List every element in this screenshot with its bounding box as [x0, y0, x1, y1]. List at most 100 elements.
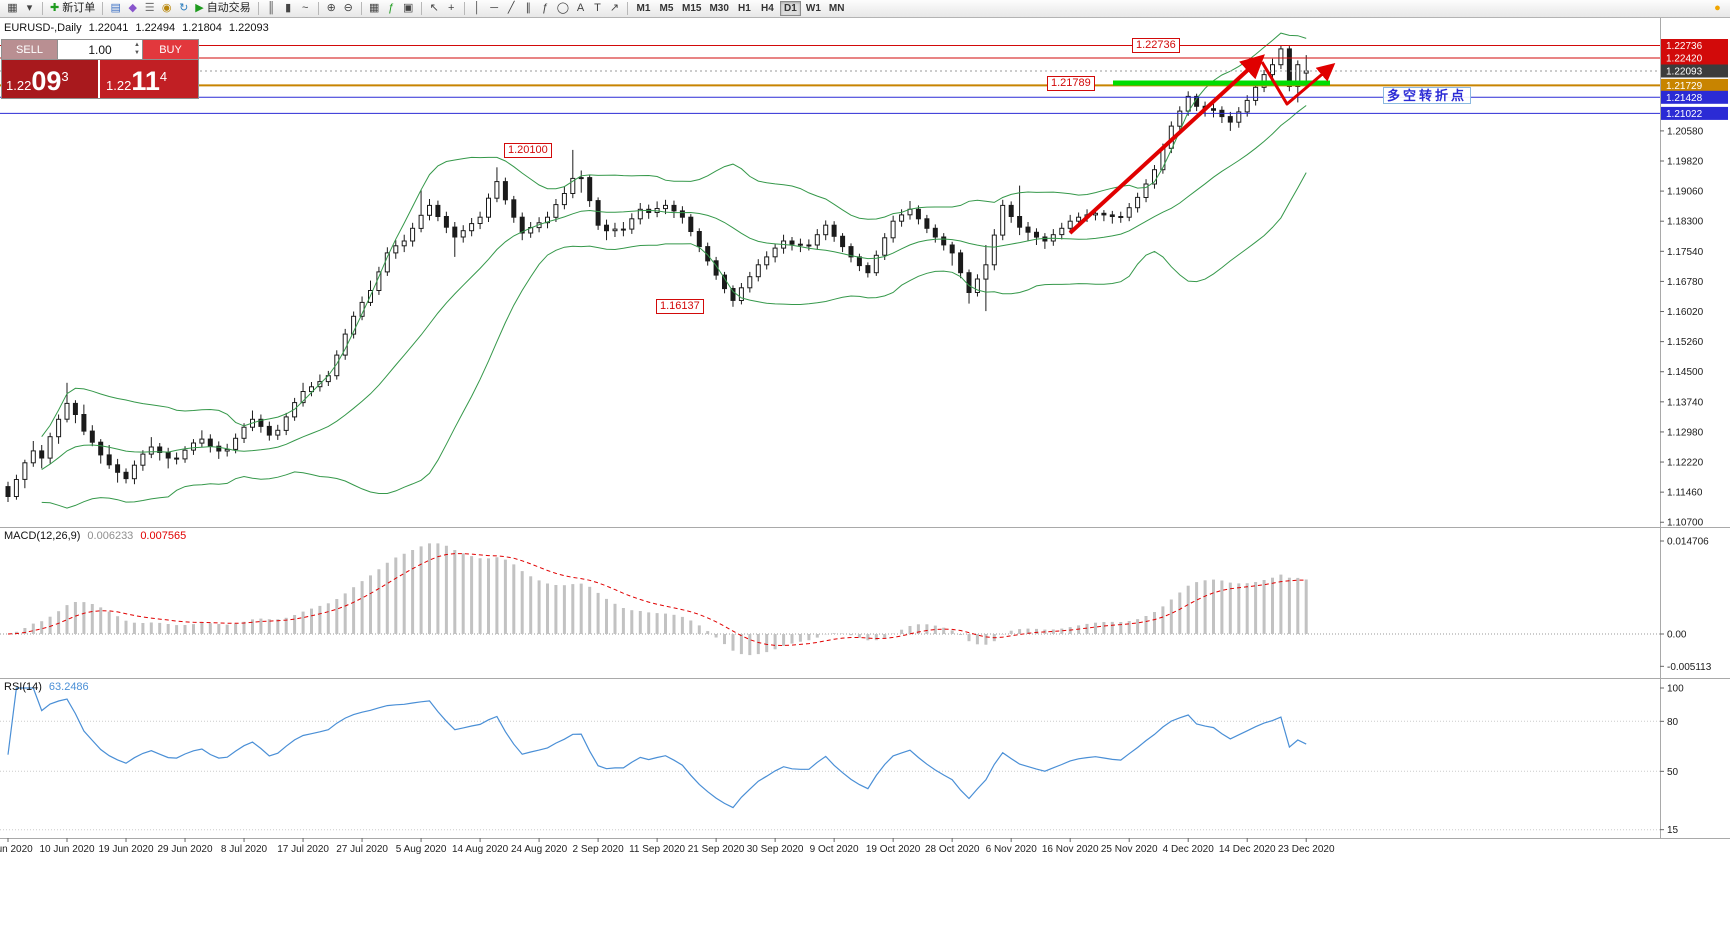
new-order-button[interactable]: ✚ 新订单	[47, 1, 98, 17]
terminal-icon: ◉	[161, 2, 172, 14]
timeframe-m30-button[interactable]: M30	[706, 1, 731, 16]
indicators-button[interactable]: ƒ	[383, 1, 400, 17]
rsi-scale-label: 80	[1667, 717, 1679, 728]
shapes-button[interactable]: ◯	[554, 1, 572, 17]
volume-value: 1.00	[88, 42, 112, 57]
timeframe-m15-button[interactable]: M15	[679, 1, 704, 16]
timeframe-m5-button[interactable]: M5	[656, 1, 677, 16]
price-annotation[interactable]: 1.21789	[1047, 76, 1095, 91]
cursor-button[interactable]: ↖	[426, 1, 443, 17]
profiles-icon: ▾	[26, 2, 33, 14]
profiles-button[interactable]: ▾	[21, 1, 38, 17]
price-tick-label: 1.13740	[1667, 397, 1704, 408]
fibonacci-button[interactable]: ƒ	[537, 1, 554, 17]
spinner-up-icon[interactable]: ▲	[134, 42, 140, 48]
timeframe-h4-button[interactable]: H4	[757, 1, 778, 16]
trend-arrow-rally[interactable]	[1068, 54, 1265, 235]
templates-button[interactable]: ▣	[400, 1, 417, 17]
data-window-button[interactable]: ◆	[124, 1, 141, 17]
price-line-label-box	[1661, 90, 1728, 104]
line-chart-icon: ~	[301, 2, 309, 14]
line-chart-button[interactable]: ~	[297, 1, 314, 17]
one-click-trading-panel: SELL 1.00 ▲ ▼ BUY 1.22 09 3 1.22 11 4	[1, 39, 199, 99]
date-label: 14 Dec 2020	[1219, 844, 1276, 855]
timeframe-h1-button[interactable]: H1	[734, 1, 755, 16]
sell-price-button[interactable]: 1.22 09 3	[2, 60, 98, 98]
price-tick-label: 1.10700	[1667, 518, 1704, 529]
sell-button[interactable]: SELL	[2, 40, 58, 59]
navigator-button[interactable]: ☰	[141, 1, 158, 17]
date-label: 16 Nov 2020	[1042, 844, 1099, 855]
spinner-down-icon[interactable]: ▼	[134, 50, 140, 56]
buy-price-sup: 4	[159, 69, 168, 84]
timeframe-w1-button[interactable]: W1	[803, 1, 824, 16]
bar-chart-button[interactable]: ║	[263, 1, 280, 17]
vertical-line-button[interactable]: │	[469, 1, 486, 17]
trendline-icon: ╱	[507, 2, 515, 14]
price-tick-label: 1.11460	[1667, 488, 1703, 499]
bar-open-value: 1.22041	[88, 22, 129, 34]
toolbar-separator	[360, 2, 362, 15]
auto-trading-button[interactable]: ▶ 自动交易	[192, 1, 253, 17]
price-tick-label: 1.19820	[1667, 157, 1704, 168]
zoom-in-button[interactable]: ⊕	[323, 1, 340, 17]
volume-field[interactable]: 1.00 ▲ ▼	[58, 40, 142, 59]
trendline-button[interactable]: ╱	[503, 1, 520, 17]
date-label: 29 Jun 2020	[157, 844, 212, 855]
bar-close-value: 1.22093	[228, 22, 269, 34]
text-button[interactable]: A	[572, 1, 589, 17]
volume-spinner[interactable]: ▲ ▼	[134, 41, 140, 57]
bollinger-lower-band	[41, 172, 1307, 509]
zoom-out-button[interactable]: ⊖	[340, 1, 357, 17]
date-label: 4 Dec 2020	[1163, 844, 1215, 855]
arrows-button[interactable]: ↗	[606, 1, 623, 17]
label-button[interactable]: T	[589, 1, 606, 17]
trend-arrow-pullback[interactable]	[1260, 61, 1336, 106]
rsi-scale-label: 50	[1667, 767, 1679, 778]
date-label: 30 Sep 2020	[747, 844, 804, 855]
price-tick-label: 1.16780	[1667, 277, 1704, 288]
strategy-tester-icon: ↻	[179, 2, 189, 14]
market-watch-button[interactable]: ▤	[107, 1, 124, 17]
terminal-button[interactable]: ◉	[158, 1, 175, 17]
strategy-tester-button[interactable]: ↻	[175, 1, 192, 17]
rsi-scale-label: 100	[1667, 684, 1684, 695]
date-label: 19 Oct 2020	[866, 844, 921, 855]
vertical-line-icon: │	[473, 2, 481, 14]
crosshair-button[interactable]: +	[443, 1, 460, 17]
price-tick-label: 1.17540	[1667, 247, 1704, 258]
date-label: 25 Nov 2020	[1101, 844, 1158, 855]
symbol-header: EURUSD-,Daily 1.22041 1.22494 1.21804 1.…	[4, 22, 269, 34]
candlestick-chart-button[interactable]: ▮	[280, 1, 297, 17]
timeframe-m1-button[interactable]: M1	[633, 1, 654, 16]
new-chart-button[interactable]: ▦	[4, 1, 21, 17]
price-annotation[interactable]: 1.22736	[1132, 38, 1180, 53]
date-label: 6 Nov 2020	[986, 844, 1038, 855]
rsi-scale-label: 15	[1667, 825, 1679, 836]
price-tick-label: 1.20580	[1667, 126, 1704, 137]
tile-windows-button[interactable]: ▦	[366, 1, 383, 17]
macd-signal-line	[7, 553, 1307, 647]
bar-high-value: 1.22494	[135, 22, 176, 34]
toolbar-separator	[102, 2, 104, 15]
horizontal-line-icon: ─	[490, 2, 499, 14]
bollinger-middle-band	[41, 105, 1307, 471]
buy-button[interactable]: BUY	[142, 40, 198, 59]
price-annotation[interactable]: 1.16137	[656, 299, 704, 314]
date-label: 17 Jul 2020	[277, 844, 329, 855]
timeframe-mn-button[interactable]: MN	[826, 1, 848, 16]
horizontal-line-button[interactable]: ─	[486, 1, 503, 17]
buy-price-button[interactable]: 1.22 11 4	[98, 60, 198, 98]
date-label: 9 Oct 2020	[810, 844, 859, 855]
buy-price-int: 1.22	[106, 78, 132, 93]
channel-button[interactable]: ∥	[520, 1, 537, 17]
zoom-out-icon: ⊖	[343, 2, 353, 14]
chart-note-text[interactable]: 多空转折点	[1383, 87, 1472, 104]
data-window-icon: ◆	[128, 2, 137, 14]
price-annotation[interactable]: 1.20100	[504, 143, 552, 158]
toolbar-separator	[257, 2, 259, 15]
community-icon[interactable]: ●	[1709, 1, 1726, 17]
timeframe-d1-button[interactable]: D1	[779, 1, 801, 16]
label-icon: T	[594, 2, 601, 14]
